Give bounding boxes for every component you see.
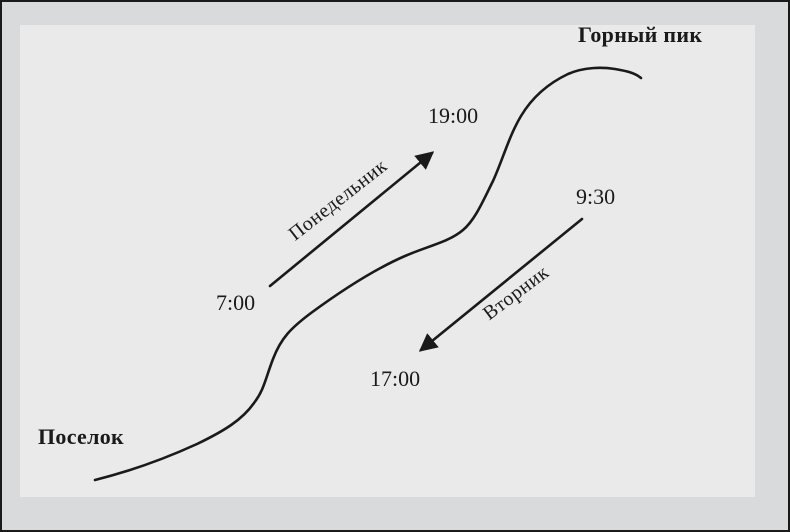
monday-start-time: 7:00 bbox=[216, 290, 256, 315]
tuesday-start-time: 9:30 bbox=[576, 184, 616, 209]
monday-ascent-arrow bbox=[268, 151, 435, 288]
peak-label: Горный пик bbox=[578, 22, 703, 47]
mountain-trail-curve bbox=[93, 66, 643, 482]
tuesday-end-time: 17:00 bbox=[370, 366, 421, 391]
monday-end-time: 19:00 bbox=[428, 103, 479, 128]
tuesday-descent-arrow bbox=[418, 217, 584, 352]
village-label: Поселок bbox=[38, 424, 125, 449]
diagram-panel bbox=[20, 25, 755, 497]
